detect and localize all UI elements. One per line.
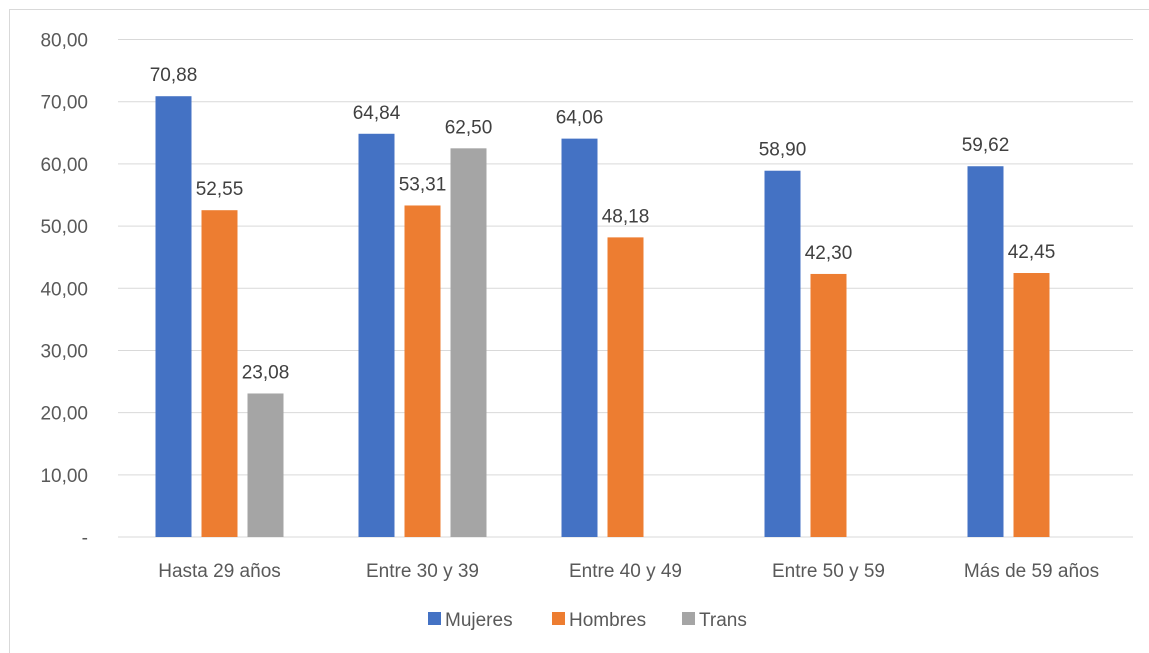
y-tick-label: 30,00 <box>40 341 88 362</box>
data-label: 42,30 <box>805 243 853 264</box>
data-label: 53,31 <box>399 174 447 195</box>
data-label: 59,62 <box>962 135 1010 156</box>
data-label: 48,18 <box>602 206 650 227</box>
legend-swatch <box>682 612 695 625</box>
legend-label: Trans <box>699 610 747 631</box>
data-label: 23,08 <box>242 362 290 383</box>
y-tick-label: 10,00 <box>40 466 88 487</box>
chart-frame <box>9 9 1149 653</box>
legend-label: Mujeres <box>445 610 513 631</box>
bar-hombres <box>201 210 238 537</box>
legend-swatch <box>428 612 441 625</box>
bars <box>155 96 1050 538</box>
y-tick-label: 60,00 <box>40 155 88 176</box>
y-tick-label: 40,00 <box>40 279 88 300</box>
bar-hombres <box>1013 273 1050 537</box>
bar-mujeres <box>358 133 395 537</box>
x-tick-label: Entre 30 y 39 <box>366 561 479 582</box>
data-label: 58,90 <box>759 140 807 161</box>
x-tick-label: Más de 59 años <box>964 561 1099 582</box>
y-tick-label: 70,00 <box>40 93 88 114</box>
x-axis-ticks: Hasta 29 años Entre 30 y 39 Entre 40 y 49 E… <box>158 561 1099 582</box>
x-tick-label: Entre 50 y 59 <box>772 561 885 582</box>
bar-mujeres <box>155 96 192 537</box>
bar-mujeres <box>967 166 1004 537</box>
legend: Mujeres Hombres Trans <box>428 610 747 631</box>
data-label: 52,55 <box>196 179 244 200</box>
legend-item-trans: Trans <box>682 610 747 631</box>
y-tick-label: - <box>82 528 88 549</box>
x-tick-label: Entre 40 y 49 <box>569 561 682 582</box>
y-tick-label: 20,00 <box>40 404 88 425</box>
bar-trans <box>247 393 284 537</box>
legend-label: Hombres <box>569 610 646 631</box>
bar-hombres <box>404 205 441 537</box>
bar-mujeres <box>561 138 598 537</box>
y-tick-label: 80,00 <box>40 31 88 52</box>
data-label: 42,45 <box>1008 242 1056 263</box>
legend-item-hombres: Hombres <box>552 610 646 631</box>
y-axis-ticks: - 10,00 20,00 30,00 40,00 50,00 60,00 70,00 80,0… <box>40 31 88 550</box>
bar-hombres <box>810 273 847 537</box>
y-tick-label: 50,00 <box>40 217 88 238</box>
data-labels: 70,88 52,55 23,08 64,84 53,31 62,50 64,06 48,18… <box>150 65 1056 383</box>
data-label: 70,88 <box>150 65 198 86</box>
data-label: 64,84 <box>353 103 401 124</box>
bar-mujeres <box>764 170 801 537</box>
bar-trans <box>450 148 487 537</box>
legend-swatch <box>552 612 565 625</box>
data-label: 64,06 <box>556 108 604 129</box>
data-label: 62,50 <box>445 117 493 138</box>
legend-item-mujeres: Mujeres <box>428 610 513 631</box>
bar-hombres <box>607 237 644 538</box>
x-tick-label: Hasta 29 años <box>158 561 281 582</box>
